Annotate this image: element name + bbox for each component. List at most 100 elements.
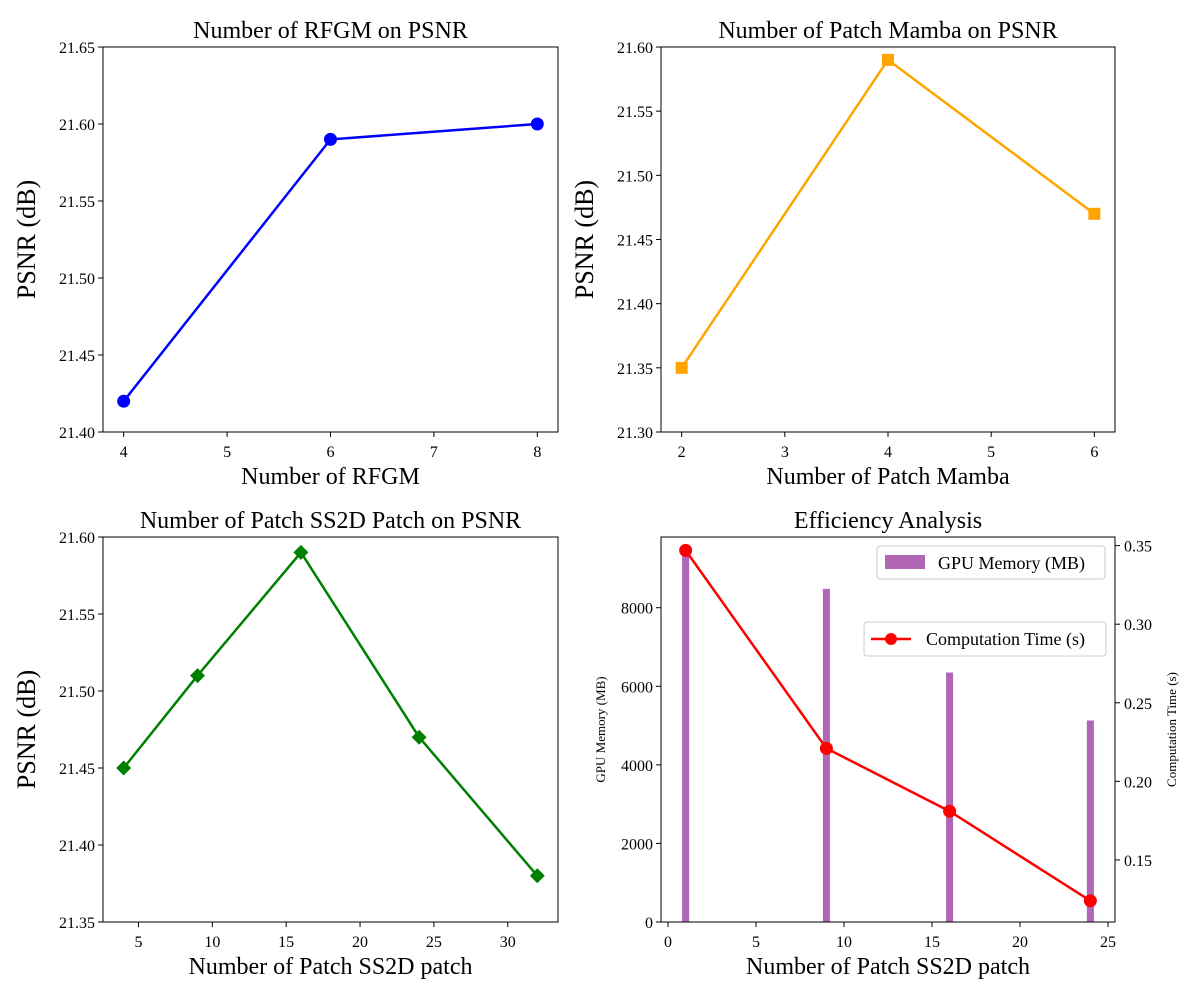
data-point	[1083, 894, 1097, 908]
series-line	[680, 58, 1096, 369]
bar	[1086, 720, 1094, 922]
y-right-tick-label: 0.15	[1124, 853, 1152, 870]
data-point	[190, 668, 206, 684]
legend-line-marker	[885, 633, 897, 645]
y-right-axis-label: Computation Time (s)	[1164, 672, 1179, 787]
data-point	[675, 361, 688, 374]
legend-line: Computation Time (s)	[863, 621, 1107, 657]
x-tick-label: 8	[533, 444, 541, 461]
chart-title: Efficiency Analysis	[794, 508, 982, 534]
x-axis-label: Number of Patch SS2D patch	[189, 954, 473, 980]
chart-panel-3: Number of Patch SS2D Patch on PSNR 5 10 15 2…	[12, 508, 559, 980]
x-tick-label: 15	[924, 934, 940, 951]
chart-panel-1: Number of RFGM on PSNR 4 5 6 7 8 21.40 21.45 21.…	[12, 18, 559, 490]
series-line	[122, 122, 538, 402]
y-left-tick-label: 0	[645, 915, 653, 932]
data-point	[324, 132, 337, 146]
y-tick-label: 21.65	[59, 40, 95, 57]
y-tick-label: 21.35	[59, 915, 95, 932]
x-tick-label: 6	[327, 444, 335, 461]
plot-frame	[102, 46, 559, 433]
legend-bar: GPU Memory (MB)	[876, 545, 1106, 580]
y-tick-label: 21.50	[59, 684, 95, 701]
y-tick-label: 21.45	[59, 761, 95, 778]
chart-title: Number of Patch Mamba on PSNR	[718, 18, 1057, 44]
data-point	[530, 117, 544, 131]
data-point	[943, 804, 957, 818]
x-axis-label: Number of RFGM	[241, 464, 420, 490]
y-tick-label: 21.60	[59, 530, 95, 547]
data-point	[1088, 207, 1101, 220]
legend-box	[876, 545, 1106, 580]
y-axis-label: PSNR (dB)	[12, 670, 41, 789]
x-tick-label: 30	[500, 934, 516, 951]
plot-frame	[660, 536, 1116, 923]
x-tick-label: 15	[278, 934, 294, 951]
y-tick-label: 21.40	[59, 425, 95, 442]
chart-panel-4: Efficiency Analysis 0 5 10 15 20 25 0 2000 4000 60…	[593, 508, 1179, 980]
data-point	[293, 544, 309, 560]
series-line	[122, 550, 539, 877]
legend-box	[863, 621, 1107, 657]
x-tick-label: 6	[1090, 444, 1098, 461]
x-tick-label: 4	[120, 444, 128, 461]
y-right-tick-label: 0.25	[1124, 696, 1152, 713]
y-axis-label: PSNR (dB)	[570, 180, 599, 299]
bar	[682, 552, 690, 922]
x-tick-label: 10	[204, 934, 220, 951]
series-line	[684, 549, 1092, 902]
x-tick-label: 5	[134, 934, 142, 951]
y-tick-label: 21.60	[59, 117, 95, 134]
data-point	[882, 53, 894, 66]
x-tick-label: 25	[1100, 934, 1116, 951]
data-point	[529, 868, 545, 884]
y-tick-label: 21.35	[617, 361, 653, 378]
y-left-axis-label: GPU Memory (MB)	[593, 676, 608, 782]
y-tick-label: 21.55	[59, 607, 95, 624]
y-left-tick-label: 2000	[621, 836, 653, 853]
x-tick-label: 2	[678, 444, 686, 461]
x-tick-label: 5	[752, 934, 760, 951]
chart-title: Number of Patch SS2D Patch on PSNR	[140, 508, 521, 534]
y-tick-label: 21.55	[59, 194, 95, 211]
x-tick-label: 7	[430, 444, 438, 461]
y-tick-label: 21.45	[59, 348, 95, 365]
data-point	[819, 741, 833, 755]
legend-bar-swatch	[885, 555, 925, 569]
y-right-tick-label: 0.30	[1124, 617, 1152, 634]
x-tick-label: 0	[664, 934, 672, 951]
data-point	[117, 394, 131, 408]
y-tick-label: 21.60	[617, 40, 653, 57]
y-tick-label: 21.30	[617, 425, 653, 442]
legend-line-label: Computation Time (s)	[926, 629, 1085, 650]
x-tick-label: 3	[781, 444, 789, 461]
chart-title: Number of RFGM on PSNR	[193, 18, 468, 44]
data-point	[116, 760, 132, 776]
y-tick-label: 21.55	[617, 104, 653, 121]
y-tick-label: 21.40	[59, 838, 95, 855]
data-point	[679, 543, 693, 557]
x-tick-label: 5	[987, 444, 995, 461]
legend-bar-label: GPU Memory (MB)	[938, 553, 1085, 574]
y-right-tick-label: 0.20	[1124, 774, 1152, 791]
x-tick-label: 25	[426, 934, 442, 951]
plot-frame	[102, 536, 559, 923]
bar	[946, 672, 954, 922]
y-tick-label: 21.50	[59, 271, 95, 288]
x-tick-label: 20	[1012, 934, 1028, 951]
y-axis-label: PSNR (dB)	[12, 180, 41, 299]
y-left-tick-label: 8000	[621, 601, 653, 618]
y-left-tick-label: 4000	[621, 758, 653, 775]
bar	[822, 588, 830, 922]
x-tick-label: 20	[352, 934, 368, 951]
y-tick-label: 21.45	[617, 233, 653, 250]
x-tick-label: 4	[884, 444, 892, 461]
y-tick-label: 21.50	[617, 168, 653, 185]
plot-frame	[660, 46, 1116, 433]
x-axis-label: Number of Patch Mamba	[766, 464, 1010, 490]
x-tick-label: 5	[223, 444, 231, 461]
chart-panel-2: Number of Patch Mamba on PSNR 2 3 4 5 6 21.30 2…	[570, 18, 1116, 490]
data-point	[411, 729, 427, 745]
y-left-tick-label: 6000	[621, 679, 653, 696]
